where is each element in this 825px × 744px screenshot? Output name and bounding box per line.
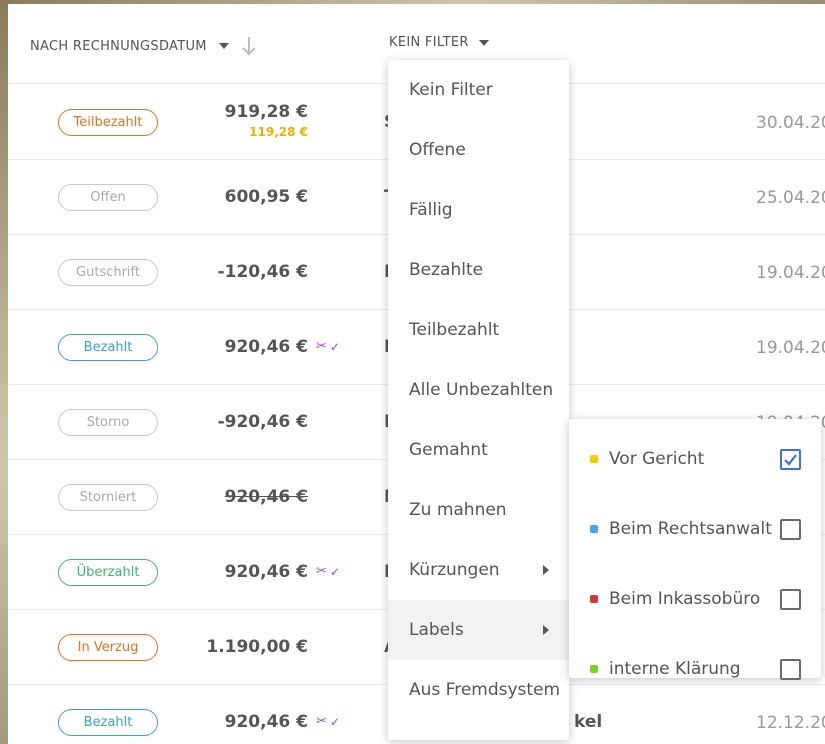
chevron-right-icon (543, 565, 549, 575)
label-color-dot (590, 665, 598, 673)
status-badge: Storniert (58, 484, 158, 511)
invoice-amount: 919,28 € (224, 102, 308, 122)
filter-option-label: Teilbezahlt (409, 320, 500, 340)
label-option[interactable]: interne Klärung (569, 639, 821, 699)
filter-menu: Kein Filter Offene Fällig Bezahlte Teilbezah… (388, 60, 569, 740)
filter-option[interactable]: Bezahlte (388, 240, 569, 300)
label-option[interactable]: Vor Gericht (569, 429, 821, 489)
scissors-icon: ✂ (316, 339, 327, 354)
filter-option-label: Zu mahnen (409, 500, 507, 520)
invoice-recipient: I (384, 487, 390, 507)
filter-option[interactable]: Alle Unbezahlten (388, 360, 569, 420)
status-badge: In Verzug (58, 634, 158, 661)
invoice-date: 19.04.2021 (756, 263, 825, 283)
filter-dropdown[interactable]: KEIN FILTER (389, 35, 489, 50)
label-color-dot (590, 525, 598, 533)
status-badge: Bezahlt (58, 709, 158, 736)
invoice-amount: 1.190,00 € (206, 637, 308, 657)
reduction-indicator: ✂ ✓ (316, 339, 340, 354)
filter-option-label: Aus Fremdsystem (409, 680, 561, 700)
label-option-label: Beim Inkassobüro (609, 589, 761, 609)
invoice-amount: 600,95 € (224, 187, 308, 207)
invoice-amount: -120,46 € (217, 262, 308, 282)
invoice-date: 30.04.2021 (756, 113, 825, 133)
filter-option-label: Alle Unbezahlten (409, 380, 554, 400)
check-icon: ✓ (329, 339, 340, 354)
invoice-amount: 920,46 € (224, 487, 308, 507)
filter-label: KEIN FILTER (389, 35, 469, 50)
label-color-dot (590, 455, 598, 463)
label-option-label: interne Klärung (609, 659, 741, 679)
sort-dropdown[interactable]: NACH RECHNUNGSDATUM (30, 35, 257, 57)
check-icon: ✓ (329, 714, 340, 729)
filter-option-label: Kürzungen (409, 560, 500, 580)
label-color-dot (590, 595, 598, 603)
invoice-recipient: I (384, 262, 390, 282)
chevron-right-icon (543, 625, 549, 635)
open-amount: 119,28 € (249, 125, 308, 139)
invoice-amount: 920,46 € (224, 562, 308, 582)
status-badge: Teilbezahlt (58, 109, 158, 136)
label-checkbox[interactable] (780, 588, 801, 610)
scissors-icon: ✂ (316, 714, 327, 729)
table-row[interactable]: Bezahlt 920,46 € ✂✓ kel 12.12.2020 (8, 685, 825, 744)
invoice-date: 12.12.2020 (756, 713, 825, 733)
scissors-icon: ✂ (316, 564, 327, 579)
label-checkbox[interactable] (780, 448, 801, 470)
filter-option-label: Labels (409, 620, 464, 640)
filter-option-label: Fällig (409, 200, 453, 220)
status-badge: Offen (58, 184, 158, 211)
caret-down-icon (478, 39, 489, 46)
invoice-date: 25.04.2021 (756, 188, 825, 208)
filter-option[interactable]: Fällig (388, 180, 569, 240)
invoice-amount: 920,46 € (224, 337, 308, 357)
reduction-indicator: ✂ ✓ (316, 714, 340, 729)
filter-option-label: Kein Filter (409, 80, 493, 100)
filter-option-label: Bezahlte (409, 260, 484, 280)
filter-option[interactable]: Aus Fremdsystem (388, 660, 569, 720)
filter-option[interactable]: Zu mahnen (388, 480, 569, 540)
label-option[interactable]: Beim Rechtsanwalt (569, 499, 821, 559)
filter-option[interactable]: Labels (388, 600, 569, 660)
label-checkbox[interactable] (780, 518, 801, 540)
filter-option-label: Offene (409, 140, 466, 160)
labels-submenu: Vor Gericht Beim Rechtsanwalt Beim Inkasso… (569, 419, 821, 680)
status-badge: Gutschrift (58, 259, 158, 286)
label-option-label: Vor Gericht (609, 449, 705, 469)
invoice-amount: -920,46 € (217, 412, 308, 432)
filter-option[interactable]: Offene (388, 120, 569, 180)
label-option-label: Beim Rechtsanwalt (609, 519, 772, 539)
sort-label: NACH RECHNUNGSDATUM (30, 38, 207, 54)
caret-down-icon (218, 43, 229, 49)
filter-option[interactable]: Kein Filter (388, 60, 569, 120)
filter-option-label: Gemahnt (409, 440, 488, 460)
label-option[interactable]: Beim Inkassobüro (569, 569, 821, 629)
invoice-recipient: I (384, 337, 390, 357)
arrow-down-icon[interactable] (241, 35, 257, 57)
invoice-date: 19.04.2021 (756, 338, 825, 358)
reduction-indicator: ✂ ✓ (316, 564, 340, 579)
status-badge: Bezahlt (58, 334, 158, 361)
filter-option[interactable]: Kürzungen (388, 540, 569, 600)
invoice-recipient: I (384, 412, 390, 432)
invoice-recipient: I (384, 562, 390, 582)
invoice-amount: 920,46 € (224, 712, 308, 732)
invoice-recipient: kel (574, 712, 603, 732)
label-checkbox[interactable] (780, 658, 801, 680)
filter-option[interactable]: Gemahnt (388, 420, 569, 480)
status-badge: Storno (58, 409, 158, 436)
filter-option[interactable]: Teilbezahlt (388, 300, 569, 360)
check-icon: ✓ (329, 564, 340, 579)
checkmark-icon (784, 453, 797, 466)
status-badge: Überzahlt (58, 559, 158, 586)
